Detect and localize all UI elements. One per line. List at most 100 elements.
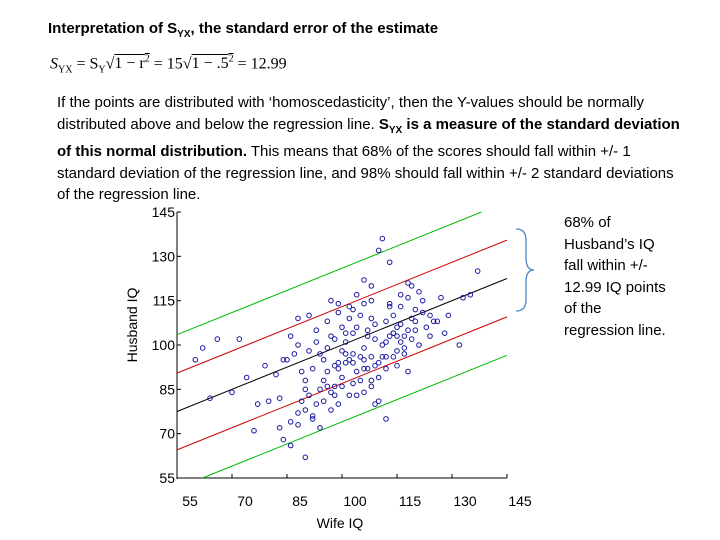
data-point — [361, 300, 367, 307]
y-tick-label: 145 — [152, 204, 176, 220]
data-point — [361, 277, 367, 283]
data-point — [397, 339, 404, 345]
data-point — [324, 368, 331, 375]
data-point — [401, 345, 408, 351]
formula-eq2: = 15 — [149, 55, 183, 73]
data-point — [331, 383, 338, 390]
x-tick-label: 130 — [453, 493, 477, 509]
data-point — [379, 235, 386, 242]
data-point — [386, 300, 393, 307]
formula-s: S — [50, 55, 58, 73]
data-point — [251, 427, 257, 434]
x-tick-label: 70 — [237, 493, 253, 509]
data-point — [408, 283, 415, 289]
formula-sy-subscript: Y — [98, 64, 106, 76]
data-point — [320, 356, 327, 363]
data-point — [243, 374, 250, 381]
data-point — [372, 362, 378, 369]
data-point — [280, 436, 287, 443]
data-point — [265, 398, 272, 404]
data-point — [317, 424, 323, 431]
regression-line — [176, 278, 508, 412]
data-point — [309, 416, 316, 422]
data-point — [405, 368, 411, 375]
data-point — [394, 362, 400, 369]
data-point — [284, 356, 290, 363]
data-point — [368, 377, 375, 384]
y-axis-title: Husband IQ — [124, 288, 140, 363]
data-point — [368, 383, 375, 390]
data-point — [324, 345, 331, 351]
data-point — [383, 365, 389, 372]
data-point — [350, 306, 356, 313]
data-point — [309, 365, 316, 372]
data-point — [298, 368, 305, 375]
data-point — [416, 342, 422, 348]
x-tick-label: 145 — [508, 493, 532, 509]
data-point — [320, 377, 327, 384]
paragraph-part-1: If the points are distributed with ‘homo… — [57, 94, 644, 133]
data-point — [368, 315, 375, 322]
formula: SYX = SY√1 − r2 = 15√1 − .52 = 12.99 — [50, 54, 287, 76]
data-point — [401, 333, 408, 339]
data-point — [368, 297, 375, 304]
data-point — [295, 342, 301, 348]
data-point — [236, 336, 243, 342]
radicand-a-text: 1 − r — [114, 55, 145, 73]
data-point — [368, 354, 375, 360]
bold-subscript: YX — [388, 124, 403, 136]
data-point — [207, 395, 213, 402]
x-tick-label: 55 — [182, 493, 198, 509]
data-point — [335, 300, 342, 307]
plus-1-sd-line — [176, 239, 508, 374]
data-point — [295, 422, 301, 428]
data-point — [364, 333, 371, 339]
tick-labels: 55 70 85 100 115 130 145 55 70 85 100 115 130 145 — [152, 204, 532, 509]
data-point — [434, 318, 441, 325]
data-point — [372, 401, 378, 407]
sidenote: 68% of Husband’s IQ fall within +/- 12.9… — [564, 214, 666, 339]
data-point — [390, 354, 397, 360]
data-point — [317, 351, 323, 357]
data-point — [335, 359, 342, 366]
data-point — [361, 345, 367, 351]
title-subscript: YX — [177, 29, 191, 40]
data-point — [339, 348, 345, 354]
data-point — [357, 377, 364, 384]
chart-axes — [176, 211, 508, 479]
data-point — [339, 324, 345, 331]
data-point — [383, 339, 389, 345]
sqrt-sign: √ — [105, 55, 115, 73]
data-point — [199, 345, 206, 351]
data-point — [372, 321, 378, 328]
data-point — [390, 312, 397, 319]
data-point — [320, 398, 327, 404]
x-tick-label: 85 — [292, 493, 308, 509]
data-point — [324, 318, 331, 325]
data-point — [295, 410, 301, 416]
data-point — [342, 339, 349, 345]
data-point — [287, 442, 294, 449]
data-point — [353, 324, 360, 331]
data-point — [335, 401, 342, 407]
data-point — [298, 398, 305, 404]
x-axis-title: Wife IQ — [317, 515, 364, 531]
radicand-b-text: 1 − .5 — [191, 55, 229, 73]
data-point — [408, 315, 415, 322]
formula-radicand-a: 1 − r2 — [114, 54, 149, 73]
data-point — [467, 291, 474, 298]
data-point — [287, 333, 294, 339]
data-point — [350, 330, 356, 336]
data-point — [364, 327, 371, 334]
scatter-points — [192, 235, 481, 461]
y-tick-label: 85 — [159, 381, 175, 397]
data-point — [397, 291, 404, 298]
data-point — [383, 416, 389, 422]
data-point — [375, 247, 382, 254]
data-point — [386, 303, 393, 310]
data-point — [427, 312, 433, 319]
data-point — [430, 318, 437, 325]
data-point — [350, 380, 356, 387]
title-rest: , the standard error of the estimate — [190, 20, 439, 37]
